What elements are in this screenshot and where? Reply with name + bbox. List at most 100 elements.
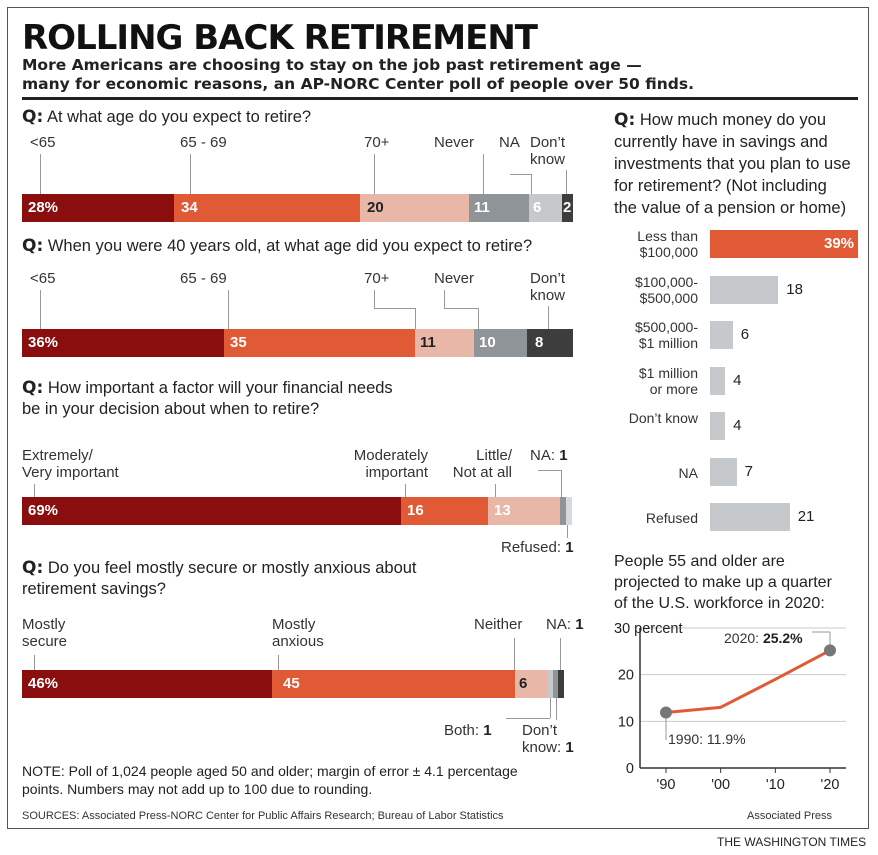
q1-value-65-69: 34 — [181, 199, 198, 216]
savings-label-100k-500k: $100,000- $500,000 — [600, 274, 698, 306]
q3-label-refused: Refused: 1 — [501, 539, 574, 556]
savings-label-1m-plus: $1 million or more — [600, 365, 698, 397]
q4-text-line1: Do you feel mostly secure or mostly anxi… — [47, 559, 417, 577]
q4-label-dont-know-line2: know: — [522, 739, 562, 756]
subtitle-line-2: many for economic reasons, an AP-NORC Ce… — [22, 75, 694, 93]
q1-tick-lt65 — [40, 154, 41, 194]
q4-bar-dont-know — [558, 670, 564, 698]
q4-bar-secure — [22, 670, 272, 698]
q1-q-mark: Q: — [22, 107, 44, 127]
q4-label-both: Both: 1 — [444, 722, 492, 739]
q3-tick-little — [495, 484, 496, 497]
q1-tick-never — [483, 154, 484, 194]
q3-question: Q: How important a factor will your fina… — [22, 378, 393, 420]
q3-value-moderately: 16 — [407, 502, 424, 519]
q1-label-lt65: <65 — [30, 134, 56, 151]
q1-tick-65-69 — [190, 154, 191, 194]
q1-value-70plus: 20 — [367, 199, 384, 216]
savings-text-line2: currently have in savings and — [614, 133, 828, 151]
savings-label-line: $1 million — [638, 335, 698, 351]
q1-value-na: 6 — [533, 199, 542, 216]
savings-bar-na — [710, 457, 737, 486]
savings-bar-refused — [710, 503, 790, 531]
savings-value-refused: 21 — [797, 508, 815, 525]
q3-bar-little — [488, 497, 560, 525]
savings-label-line: or more — [649, 380, 698, 397]
savings-label-line: $100,000- — [634, 273, 698, 290]
q1-tick-70plus — [374, 154, 375, 194]
q3-label-moderately-line1: Moderately — [353, 447, 428, 464]
savings-value-500k-1m: 6 — [740, 326, 750, 343]
q2-leader-70plus-top — [374, 290, 375, 308]
savings-bar-100k-500k — [710, 275, 779, 304]
savings-label-line: $500,000- — [634, 319, 698, 335]
q4-value-neither: 6 — [519, 675, 528, 692]
q4-label-anxious-line2: anxious — [272, 633, 324, 650]
q4-label-na: NA: 1 — [546, 616, 584, 633]
q2-label-70plus: 70+ — [364, 270, 390, 287]
q4-value-secure: 46% — [28, 675, 59, 692]
q4-tick-neither — [514, 638, 515, 670]
savings-text-line1: How much money do you — [639, 111, 827, 129]
savings-label-dont-know: Don’t know — [600, 410, 698, 426]
q1-tick-dont-know — [566, 170, 567, 194]
savings-value-dont-know: 4 — [733, 417, 742, 434]
savings-question: Q: How much money do you currently have … — [614, 109, 851, 219]
q1-value-never: 11 — [474, 199, 490, 216]
q2-label-dont-know-line1: Don’t — [530, 270, 566, 287]
q2-bar-65-69 — [224, 329, 415, 357]
q4-label-anxious: Mostly anxious — [272, 616, 324, 650]
q2-label-dont-know-line2: know — [530, 287, 566, 304]
q4-label-dont-know-line1: Don’t — [522, 722, 558, 739]
q2-bar-lt65 — [22, 329, 224, 357]
q1-text: At what age do you expect to retire? — [46, 108, 312, 126]
q3-bar-moderately — [401, 497, 488, 525]
q2-leader-never-top — [444, 290, 445, 308]
q4-label-na-text: NA: — [546, 616, 572, 633]
q2-bar-70plus — [415, 329, 474, 357]
q4-label-both-text: Both: — [444, 722, 480, 739]
savings-value-1m-plus: 4 — [733, 371, 742, 389]
q2-bar-dont-know — [527, 329, 573, 357]
savings-value-na: 7 — [744, 462, 753, 480]
q3-label-refused-value: 1 — [565, 539, 574, 556]
q4-label-na-value: 1 — [575, 616, 584, 633]
q1-label-dont-know-line2: know — [530, 151, 566, 168]
footnote-line1: NOTE: Poll of 1,024 people aged 50 and o… — [22, 763, 518, 779]
q2-tick-65-69 — [228, 290, 229, 329]
trend-heading: People 55 and older are projected to mak… — [614, 551, 832, 614]
page-subtitle: More Americans are choosing to stay on t… — [22, 56, 694, 94]
savings-label-line: $500,000 — [639, 289, 698, 306]
q2-value-lt65: 36% — [28, 334, 59, 351]
q1-leader-na-v — [531, 174, 532, 194]
savings-label-line: $100,000 — [639, 244, 698, 260]
q3-value-very-important: 69% — [28, 502, 59, 519]
savings-label-line: NA — [678, 464, 698, 481]
savings-bar-1m-plus — [710, 366, 726, 395]
q3-text-line2: be in your decision about when to retire… — [22, 400, 320, 418]
q1-label-never: Never — [434, 134, 475, 151]
q1-label-dont-know: Don’t know — [530, 134, 565, 168]
q3-label-na-text: NA: — [530, 447, 556, 464]
q2-tick-lt65 — [40, 290, 41, 329]
savings-label-na: NA — [600, 465, 698, 481]
footnote: NOTE: Poll of 1,024 people aged 50 and o… — [22, 763, 518, 798]
q2-question: Q: When you were 40 years old, at what a… — [22, 236, 532, 257]
q4-value-anxious: 45 — [283, 675, 300, 692]
q1-value-lt65: 28% — [28, 199, 59, 216]
q2-leader-70plus-h — [374, 308, 415, 309]
q1-question: Q: At what age do you expect to retire? — [22, 107, 311, 128]
publisher: THE WASHINGTON TIMES — [717, 835, 867, 849]
q3-label-little: Little/ Not at all — [443, 447, 512, 481]
q4-label-dont-know: Don’t know: 1 — [522, 722, 574, 756]
q4-bar-anxious — [272, 670, 515, 698]
q3-label-moderately-line2: important — [365, 464, 428, 481]
q2-q-mark: Q: — [22, 236, 44, 256]
frame-border — [7, 7, 869, 829]
q1-leader-na-h — [510, 174, 531, 175]
footnote-line2: points. Numbers may not add up to 100 du… — [22, 780, 373, 797]
q3-label-very-important-line1: Extremely/ — [22, 447, 93, 464]
savings-bar-500k-1m — [710, 321, 733, 349]
q4-question: Q: Do you feel mostly secure or mostly a… — [22, 558, 417, 600]
savings-value-lt-100k: 39% — [824, 235, 855, 252]
